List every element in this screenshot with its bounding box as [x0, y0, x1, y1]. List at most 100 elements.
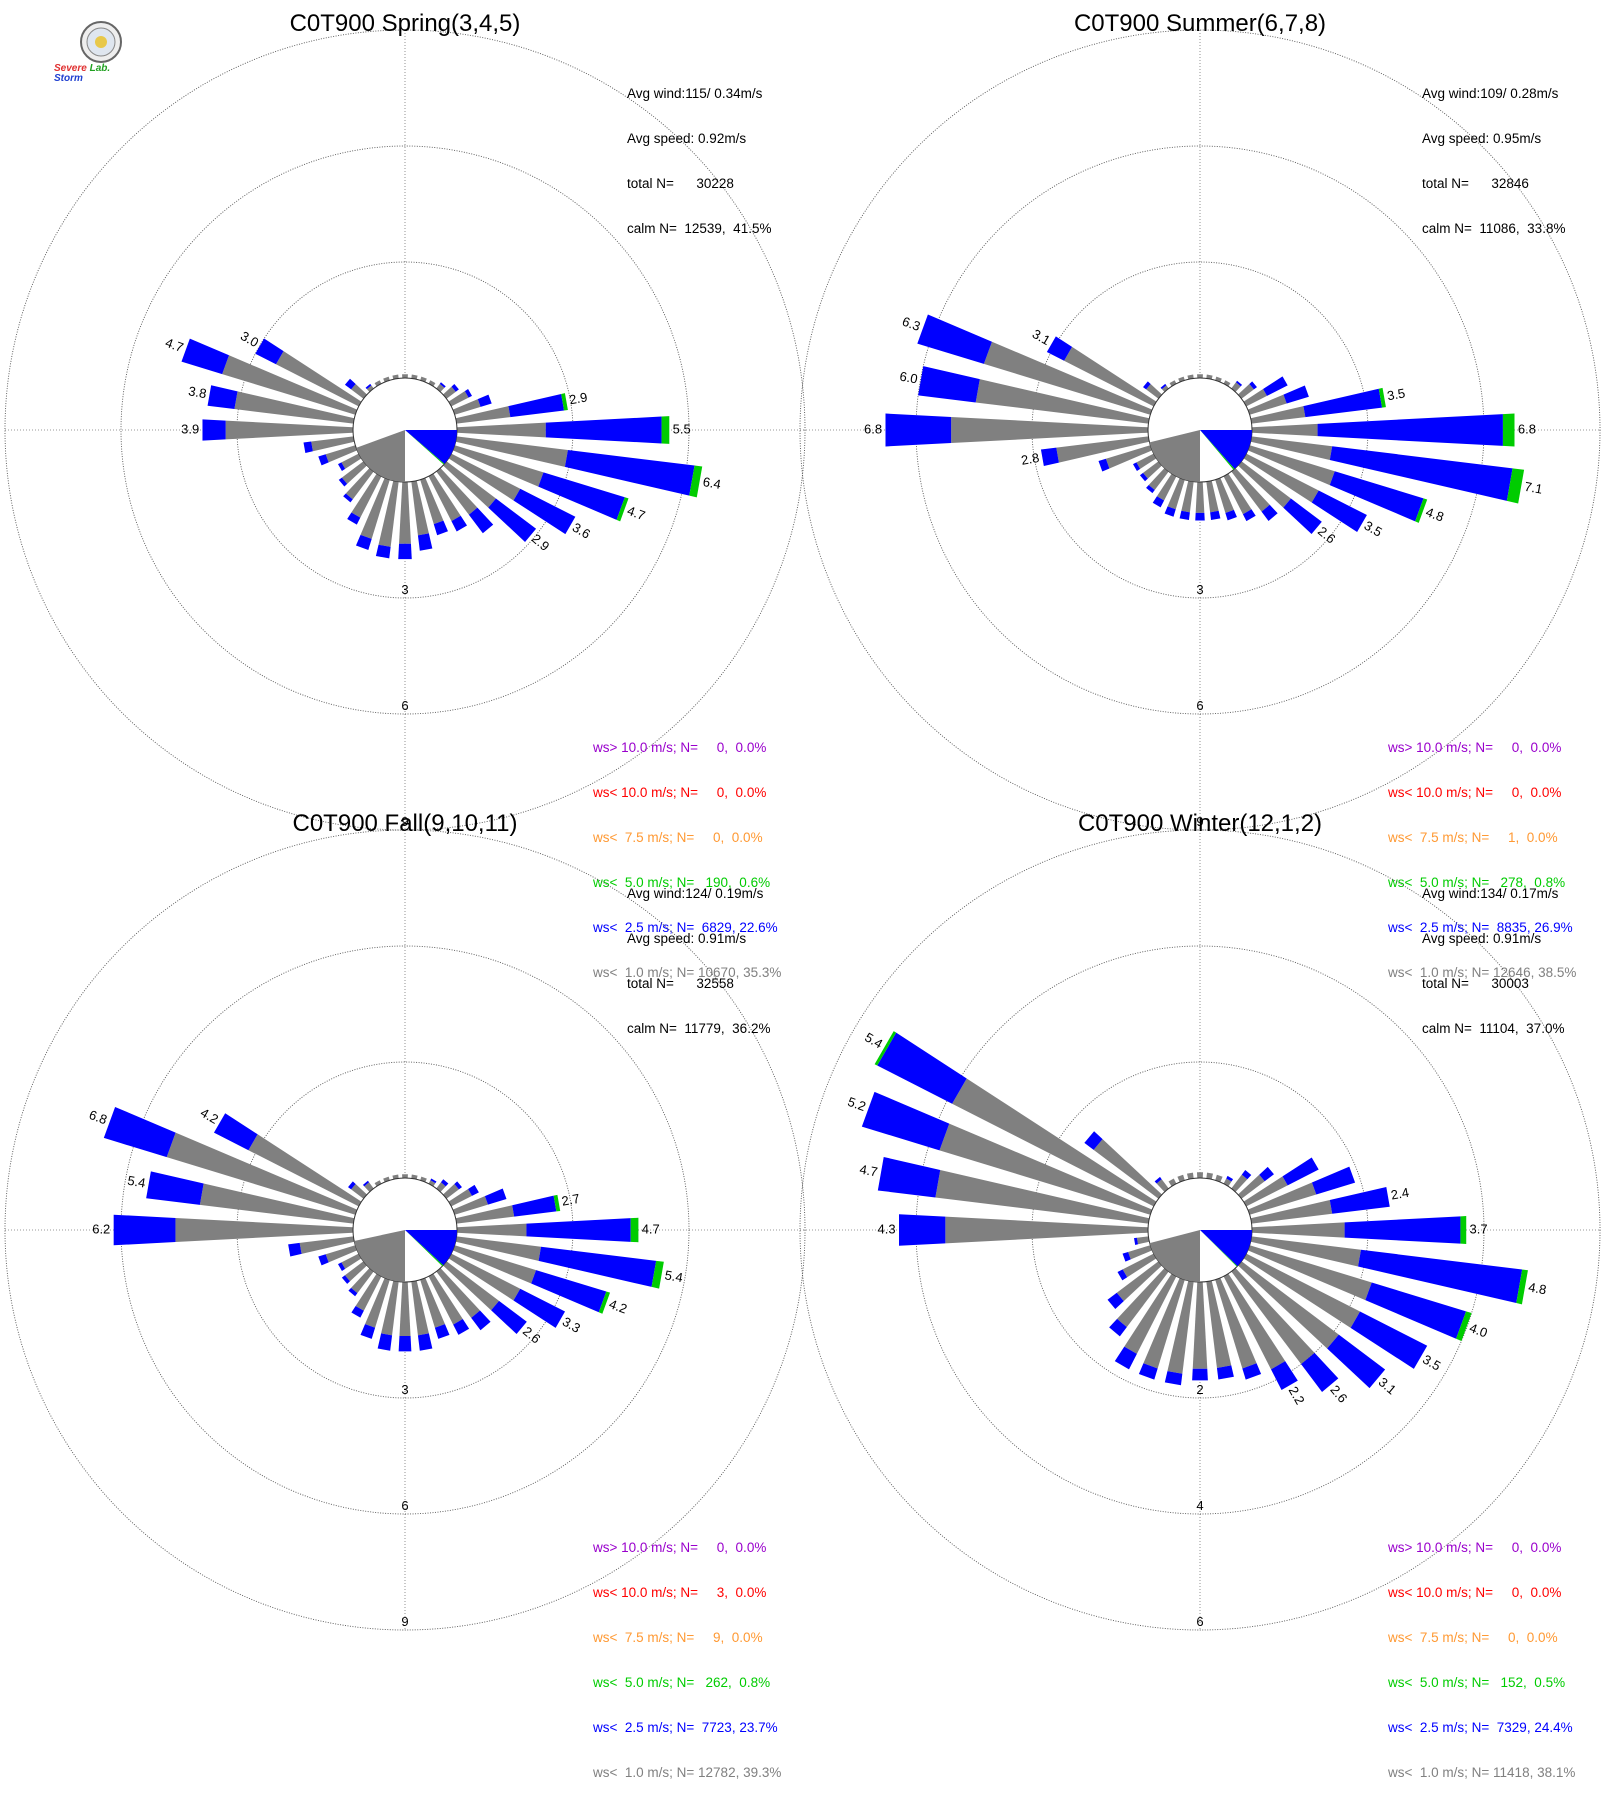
wind-rose-spring: 3 6 9 2.9 5.5 6.4 4.7 3.6 2.9 3.9 3.8 4.7 3.0	[4, 29, 806, 831]
panel-title: C0T900 Winter(12,1,2)	[1077, 810, 1323, 837]
rose-bar-60-bin1	[464, 389, 473, 398]
rose-bar-100-bin1	[564, 450, 695, 496]
rose-bar-210-bin0	[1124, 1273, 1177, 1354]
sector-label-90: 6.8	[1518, 421, 1536, 436]
rose-bar-310-bin1	[1084, 1131, 1103, 1150]
sector-label-110: 4.2	[607, 1296, 629, 1316]
rose-bar-280-bin1	[207, 385, 238, 410]
sector-label-260: 2.8	[1020, 450, 1040, 468]
rose-bar-130-bin1	[1327, 1334, 1386, 1389]
rose-bar-230-bin0	[1116, 1261, 1162, 1302]
stat-total-n: total N= 32558	[627, 976, 734, 991]
calm-wedge-gray	[1149, 1230, 1200, 1282]
rose-bar-220-bin0	[1117, 1268, 1169, 1328]
calm-circle	[1147, 1177, 1253, 1283]
legend-lt10: ws< 10.0 m/s; N= 3, 0.0%	[593, 1585, 767, 1600]
rose-bar-190-bin0	[381, 1280, 399, 1336]
rose-bar-230-bin1	[338, 477, 348, 487]
rose-bar-140-bin1	[471, 1310, 491, 1331]
legend: ws> 10.0 m/s; N= 0, 0.0% ws< 10.0 m/s; N…	[1388, 1510, 1575, 1810]
rose-bar-270-bin1	[113, 1214, 176, 1246]
legend-lt2-5: ws< 2.5 m/s; N= 7723, 23.7%	[593, 1720, 778, 1735]
sector-label-100: 4.8	[1527, 1279, 1547, 1297]
ring-label: 3	[1196, 582, 1203, 597]
rose-bar-310-bin1	[1143, 381, 1151, 390]
rose-bar-210-bin1	[347, 512, 361, 525]
rose-bar-80-bin2	[1378, 387, 1386, 408]
rose-bar-330-bin0	[374, 380, 382, 387]
ring-label: 3	[401, 1382, 408, 1397]
rose-bar-80-bin1	[1329, 1186, 1390, 1214]
rose-bar-270-bin0	[945, 1216, 1149, 1244]
rose-bar-270-bin1	[202, 419, 226, 441]
stat-avg-wind: Avg wind:124/ 0.19m/s	[627, 886, 764, 901]
rose-bar-100-bin0	[455, 1236, 542, 1261]
ring-label: 9	[1196, 814, 1203, 829]
rose-bar-110-bin2	[1456, 1311, 1472, 1341]
legend-lt10: ws< 10.0 m/s; N= 0, 0.0%	[593, 785, 767, 800]
sector-label-270: 6.8	[864, 421, 882, 436]
rose-bar-130-bin0	[443, 461, 496, 508]
wind-rose-winter: 2 4 6 2.4 3.7 4.8 4.0 3.5 3.1 2.6 2.2 4.3 4.7 5.2 5.4	[799, 829, 1601, 1631]
rose-bar-110-bin2	[1415, 498, 1428, 523]
stat-avg-speed: Avg speed: 0.92m/s	[627, 131, 747, 146]
rose-bar-200-bin1	[355, 534, 372, 550]
rose-bar-50-bin0	[1238, 383, 1254, 399]
rose-bar-200-bin0	[1143, 1277, 1185, 1369]
rose-bar-100-bin1	[1329, 446, 1513, 501]
rose-bar-150-bin0	[1223, 1273, 1286, 1370]
rose-bar-80-bin0	[1250, 1200, 1333, 1224]
rose-bar-120-bin0	[1243, 453, 1319, 503]
wind-rose-summer: 3 6 9 3.5 6.8 7.1 4.8 3.5 2.6 2.8 6.8 6.0 6.3 3.1	[799, 29, 1601, 831]
rose-bar-280-bin1	[146, 1171, 204, 1205]
sector-label-290: 4.7	[163, 335, 185, 355]
stat-total-n: total N= 30003	[1422, 976, 1529, 991]
rose-bar-200-bin0	[365, 1277, 390, 1328]
ring-4	[915, 945, 1485, 1515]
rose-bar-200-bin0	[360, 477, 390, 539]
ring-6	[120, 145, 690, 715]
rose-bar-320-bin0	[1156, 1179, 1169, 1192]
rose-bar-230-bin1	[341, 1275, 351, 1284]
rose-bar-60-bin0	[448, 1189, 473, 1207]
ring-label: 6	[1196, 1614, 1203, 1629]
rose-bar-320-bin1	[1160, 383, 1167, 390]
rose-bar-220-bin0	[1148, 468, 1169, 491]
rose-bar-170-bin0	[1206, 1280, 1232, 1368]
rose-bar-290-bin0	[166, 1132, 358, 1215]
stats-block: Avg wind:115/ 0.34m/s Avg speed: 0.92m/s…	[627, 56, 771, 266]
rose-bar-250-bin0	[325, 445, 358, 463]
rose-bar-320-bin0	[364, 1182, 374, 1192]
sector-label-290: 6.3	[900, 314, 922, 334]
rose-bar-140-bin0	[1231, 1268, 1315, 1365]
legend: ws> 10.0 m/s; N= 0, 0.0% ws< 10.0 m/s; N…	[593, 710, 781, 1010]
rose-bar-260-bin0	[299, 1236, 355, 1254]
rose-bar-110-bin2	[616, 497, 629, 522]
rose-bar-230-bin0	[1143, 461, 1162, 479]
rose-bar-130-bin1	[491, 1300, 527, 1335]
rose-bar-270-bin0	[951, 416, 1149, 444]
sector-label-270: 6.2	[92, 1221, 110, 1236]
rose-bar-100-bin0	[1250, 1236, 1361, 1267]
stat-calm-n: calm N= 11779, 36.2%	[627, 1021, 771, 1036]
rose-bar-200-bin1	[1164, 506, 1176, 517]
ring-label: 3	[401, 582, 408, 597]
sector-label-290: 6.8	[87, 1107, 109, 1127]
rose-bar-230-bin1	[1107, 1292, 1124, 1309]
stat-total-n: total N= 32846	[1422, 176, 1529, 191]
wind-rose-figure: Severe Lab. Storm 3 6 9 2.9 5.5 6.4 4.7 3.6 2.9 3…	[4, 10, 1601, 1780]
calm-wedge-0	[1200, 1230, 1252, 1267]
rose-bar-80-bin2	[553, 1194, 561, 1212]
sector-label-290: 5.2	[846, 1094, 868, 1114]
rose-bar-200-bin1	[360, 1324, 376, 1339]
calm-wedge-0	[1200, 430, 1252, 469]
legend-gt10: ws> 10.0 m/s; N= 0, 0.0%	[593, 740, 767, 755]
rose-bar-170-bin1	[417, 1333, 433, 1351]
rose-bar-280-bin0	[199, 1183, 355, 1224]
rose-bar-240-bin1	[337, 1262, 346, 1271]
sector-label-130: 2.6	[1315, 523, 1338, 546]
legend-lt2-5: ws< 2.5 m/s; N= 7329, 24.4%	[1388, 1720, 1573, 1735]
rose-bar-240-bin0	[1136, 453, 1157, 469]
rose-bar-320-bin1	[365, 383, 372, 390]
calm-wedge-gray	[356, 430, 405, 482]
